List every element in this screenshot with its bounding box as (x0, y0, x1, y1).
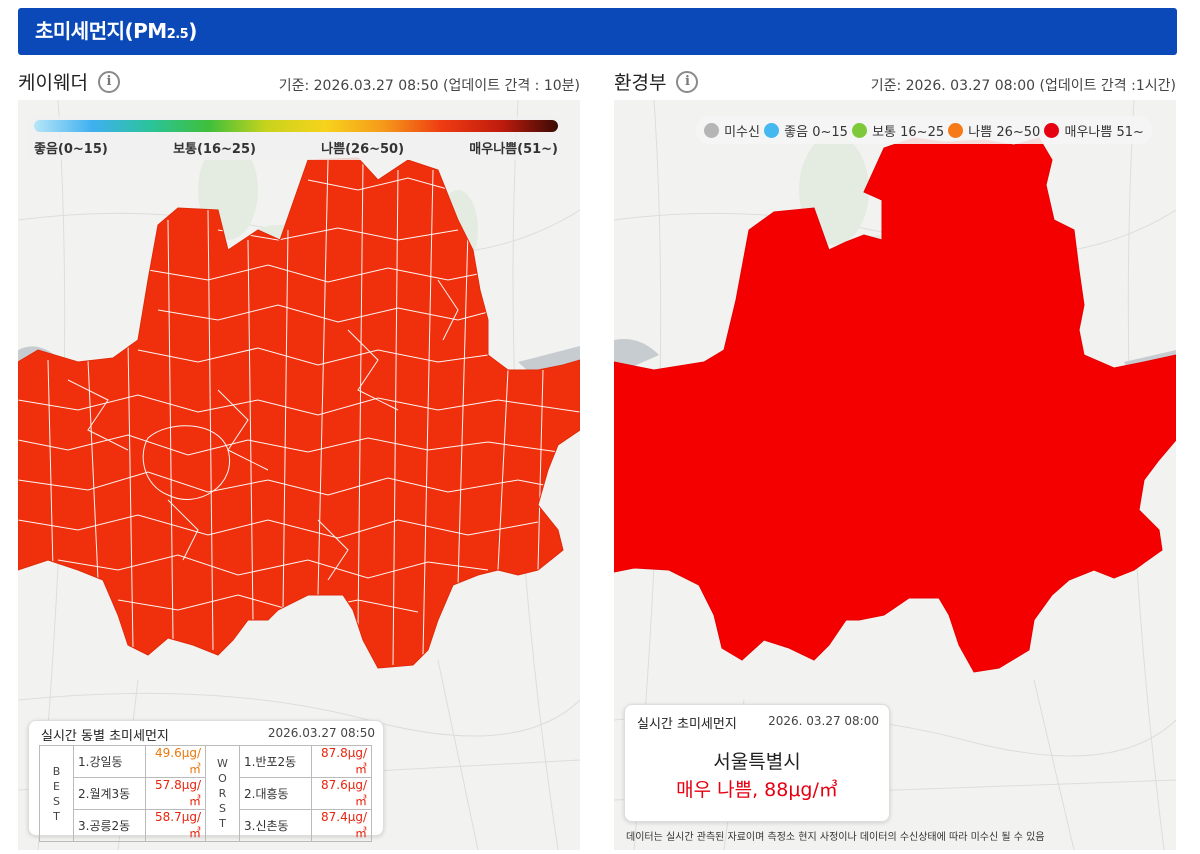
scale-label-normal: 보통(16~25) (173, 142, 256, 157)
summary-city: 서울특별시 (713, 751, 801, 773)
best-3-value: 58.7μg/㎥ (145, 809, 206, 842)
legend-dot-very-bad (1044, 122, 1060, 138)
worst-2-name: 2.대흥동 (239, 777, 312, 810)
worst-1-name: 1.반포2동 (239, 745, 312, 778)
best-1-value: 49.6μg/㎥ (145, 745, 206, 778)
ranking-box-time: 2026.03.27 08:50 (267, 726, 375, 740)
header-title-close: ) (188, 19, 197, 43)
legend-bad-label: 나쁨 26~50 (968, 124, 1041, 140)
best-3-name: 3.공릉2동 (73, 809, 146, 842)
worst-3-name: 3.신촌동 (239, 809, 312, 842)
kweather-title: 케이웨더 (18, 72, 88, 94)
moe-title: 환경부 (614, 72, 667, 94)
legend-no-data-label: 미수신 (724, 124, 760, 140)
scale-label-very-bad: 매우나쁨(51~) (469, 142, 558, 157)
pm25-gradient-bar (34, 120, 558, 132)
legend-very-bad-label: 매우나쁨 51~ (1064, 124, 1144, 140)
kweather-title-row: 케이웨더 i (18, 68, 120, 95)
legend-good-label: 좋음 0~15 (784, 124, 848, 140)
best-1-name: 1.강일동 (73, 745, 146, 778)
kweather-panel: 케이웨더 i 기준: 2026.03.27 08:50 (업데이트 간격 : 1… (18, 66, 580, 850)
legend-dot-normal (852, 122, 868, 138)
best-2-value: 57.8μg/㎥ (145, 777, 206, 810)
page-header: 초미세먼지(PM2.5) (18, 8, 1177, 55)
kweather-timestamp: 기준: 2026.03.27 08:50 (업데이트 간격 : 10분) (278, 78, 580, 94)
scale-label-bad: 나쁨(26~50) (321, 142, 405, 157)
moe-map[interactable]: 미수신 좋음 0~15 보통 16~25 나쁨 26~50 매우나쁨 51~ 실… (614, 100, 1176, 850)
ranking-box-title: 실시간 동별 초미세먼지 (41, 729, 169, 744)
moe-timestamp: 기준: 2026. 03.27 08:00 (업데이트 간격 :1시간) (870, 78, 1176, 94)
info-icon[interactable]: i (676, 70, 699, 93)
header-title-sub: 2.5 (166, 27, 189, 42)
legend-very-bad: 매우나쁨 51~ (1044, 121, 1144, 140)
seoul-summary-box: 실시간 초미세먼지 2026. 03.27 08:00 서울특별시 매우 나쁨,… (624, 704, 890, 822)
legend-dot-no-data (704, 122, 720, 138)
legend-dot-good (764, 122, 780, 138)
info-icon[interactable]: i (97, 70, 120, 93)
legend-normal: 보통 16~25 (852, 121, 944, 140)
legend-no-data: 미수신 (704, 121, 760, 140)
best-2-name: 2.월계3동 (73, 777, 146, 810)
worst-1-value: 87.8μg/㎥ (311, 745, 372, 778)
moe-legend: 미수신 좋음 0~15 보통 16~25 나쁨 26~50 매우나쁨 51~ (696, 116, 1152, 144)
header-title: 초미세먼지(PM (35, 19, 167, 43)
kweather-map[interactable]: 좋음(0~15) 보통(16~25) 나쁨(26~50) 매우나쁨(51~) 실… (18, 100, 580, 850)
pm25-color-scale: 좋음(0~15) 보통(16~25) 나쁨(26~50) 매우나쁨(51~) (26, 116, 560, 160)
summary-status-value: 매우 나쁨, 88μg/㎥ (676, 779, 838, 801)
moe-panel: 환경부 i 기준: 2026. 03.27 08:00 (업데이트 간격 :1시… (614, 66, 1176, 850)
legend-good: 좋음 0~15 (764, 121, 848, 140)
summary-box-title: 실시간 초미세먼지 (637, 717, 737, 732)
moe-title-row: 환경부 i (614, 68, 699, 95)
legend-bad: 나쁨 26~50 (948, 121, 1040, 140)
legend-normal-label: 보통 16~25 (872, 124, 945, 140)
worst-2-value: 87.6μg/㎥ (311, 777, 372, 810)
scale-label-good: 좋음(0~15) (34, 142, 108, 157)
data-disclaimer: 데이터는 실시간 관측된 자료이며 측정소 현지 사정이나 데이터의 수신상태에… (626, 832, 1045, 843)
summary-box-time: 2026. 03.27 08:00 (768, 714, 879, 728)
worst-3-value: 87.4μg/㎥ (311, 809, 372, 842)
legend-dot-bad (948, 122, 964, 138)
